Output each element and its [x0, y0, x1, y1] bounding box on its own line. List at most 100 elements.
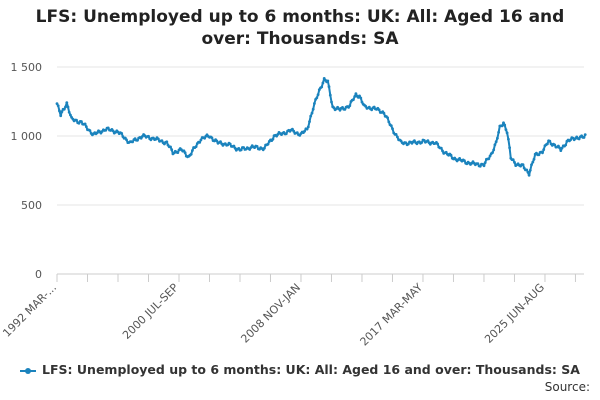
data-point — [56, 104, 60, 108]
data-point — [505, 131, 509, 135]
data-point — [65, 101, 69, 104]
data-point — [303, 129, 306, 133]
data-point — [553, 143, 557, 147]
data-point — [396, 135, 399, 139]
data-point — [219, 140, 222, 144]
data-point — [541, 151, 544, 155]
data-point — [295, 131, 299, 135]
legend[interactable]: LFS: Unemployed up to 6 months: UK: All:… — [0, 362, 600, 377]
series-layer — [55, 77, 587, 177]
data-point — [504, 128, 508, 132]
data-point — [497, 131, 500, 134]
data-point — [330, 100, 333, 104]
data-point — [215, 139, 219, 143]
data-point — [305, 127, 309, 131]
data-point — [67, 110, 71, 114]
data-point — [176, 151, 180, 155]
data-point — [564, 143, 568, 147]
data-point — [420, 141, 424, 144]
y-tick-label: 0 — [35, 268, 42, 281]
data-point — [160, 139, 164, 143]
data-point — [136, 138, 139, 142]
data-point — [232, 144, 236, 148]
data-point — [131, 140, 135, 144]
data-point — [491, 151, 494, 155]
data-point — [327, 85, 331, 89]
data-point — [120, 132, 124, 135]
data-point — [291, 127, 294, 131]
data-point — [527, 173, 531, 177]
data-point — [80, 120, 83, 123]
data-point — [147, 134, 150, 138]
chart-title-line-2: over: Thousands: SA — [201, 29, 399, 49]
data-point — [360, 100, 364, 104]
data-point — [266, 142, 270, 146]
data-point — [169, 145, 172, 149]
data-point — [530, 163, 533, 167]
legend-swatch — [20, 367, 37, 374]
data-point — [83, 122, 87, 126]
data-point — [526, 170, 530, 174]
y-tick-label: 1 000 — [11, 130, 43, 143]
data-point — [582, 136, 586, 139]
data-point — [348, 104, 352, 108]
data-point — [353, 95, 357, 98]
data-point — [511, 158, 515, 162]
data-point — [364, 104, 367, 108]
data-point — [263, 146, 266, 150]
x-tick-label: 2008 NOV-JAN — [238, 281, 303, 346]
data-point — [352, 98, 355, 101]
data-point — [111, 129, 115, 133]
data-point — [449, 153, 453, 157]
data-point — [426, 139, 430, 143]
data-point — [309, 114, 313, 118]
data-point — [387, 120, 391, 124]
data-point — [537, 153, 541, 157]
data-point — [391, 127, 394, 131]
data-point — [441, 149, 444, 153]
data-point — [436, 142, 439, 146]
data-point — [525, 168, 529, 172]
data-point — [503, 123, 507, 127]
data-point — [528, 168, 532, 172]
data-point — [500, 124, 504, 128]
data-point — [189, 152, 193, 156]
x-tick-label: 1992 MAR-... — [0, 281, 59, 340]
data-point — [308, 120, 311, 123]
data-point — [542, 148, 546, 152]
data-point — [59, 114, 63, 118]
data-point — [170, 148, 174, 152]
data-point — [343, 108, 347, 111]
data-point — [476, 162, 480, 166]
data-point — [271, 137, 275, 141]
data-point — [328, 93, 332, 97]
data-point — [496, 136, 499, 140]
y-tick-label: 500 — [21, 199, 42, 212]
data-point — [315, 96, 319, 100]
x-tick-label: 2025 JUN-AUG — [482, 281, 547, 346]
data-point — [88, 129, 92, 132]
chart-title-line-1: LFS: Unemployed up to 6 months: UK: All:… — [35, 7, 565, 27]
data-point — [306, 125, 310, 129]
data-point — [569, 138, 572, 142]
data-point — [493, 143, 497, 147]
data-point — [310, 111, 314, 115]
x-tick-label: 2017 MAR-MAY — [358, 281, 426, 349]
data-point — [513, 161, 516, 164]
data-point — [321, 81, 325, 85]
data-point — [358, 94, 361, 98]
data-point — [531, 160, 535, 164]
data-point — [69, 113, 72, 117]
data-point — [494, 140, 498, 144]
data-point — [560, 146, 564, 150]
data-point — [577, 137, 581, 141]
data-point — [463, 159, 466, 163]
data-point — [483, 161, 487, 165]
data-point — [559, 149, 563, 153]
data-point — [239, 148, 243, 152]
data-point — [487, 157, 491, 161]
data-point — [313, 102, 316, 105]
data-point — [316, 93, 320, 96]
data-point — [60, 110, 64, 114]
